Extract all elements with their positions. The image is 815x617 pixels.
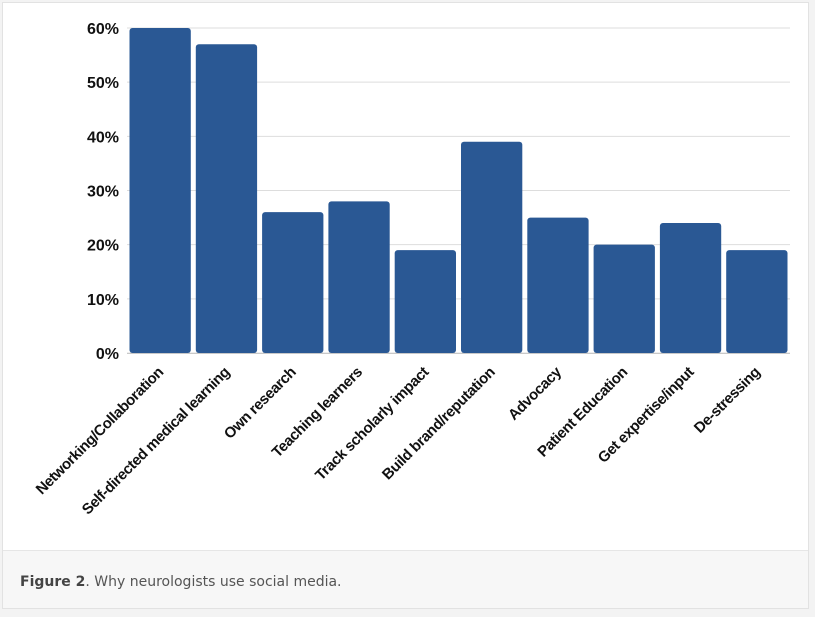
y-tick-label: 60% [87, 21, 119, 38]
bar [129, 28, 191, 353]
x-tick-label: Build brand/reputation [379, 364, 499, 484]
y-tick-label: 0% [96, 346, 119, 363]
figure-caption: Figure 2. Why neurologists use social me… [20, 574, 342, 590]
bar [527, 217, 589, 353]
x-tick-label: De-stressing [691, 364, 764, 437]
figure-card: 0% 10% 20% 30% 40% 50% 60% Networking/Collabora… [2, 2, 809, 609]
bar-chart: 0% 10% 20% 30% 40% 50% 60% Networking/Collabora… [33, 21, 790, 519]
y-tick-label: 30% [87, 184, 119, 201]
y-tick-label: 10% [87, 292, 119, 309]
bar [593, 244, 655, 353]
bar [195, 44, 258, 353]
x-tick-label: Track scholarly impact [312, 364, 432, 484]
chart-area: 0% 10% 20% 30% 40% 50% 60% Networking/Collabora… [3, 3, 808, 548]
y-tick-label: 50% [87, 75, 119, 92]
bar [726, 250, 788, 353]
y-tick-label: 20% [87, 238, 119, 255]
x-tick-label: Advocacy [505, 363, 566, 424]
x-tick-label: Networking/Collaboration [33, 364, 167, 498]
figure-label: Figure 2 [20, 574, 86, 590]
bar [262, 212, 324, 353]
bar [461, 141, 523, 353]
bar [328, 201, 390, 353]
caption-bar: Figure 2. Why neurologists use social me… [3, 550, 808, 608]
caption-text: . Why neurologists use social media. [85, 574, 342, 590]
bar [394, 250, 456, 353]
bar [659, 223, 722, 353]
x-tick-label: Self-directed medical learning [79, 364, 234, 519]
y-tick-label: 40% [87, 129, 119, 146]
